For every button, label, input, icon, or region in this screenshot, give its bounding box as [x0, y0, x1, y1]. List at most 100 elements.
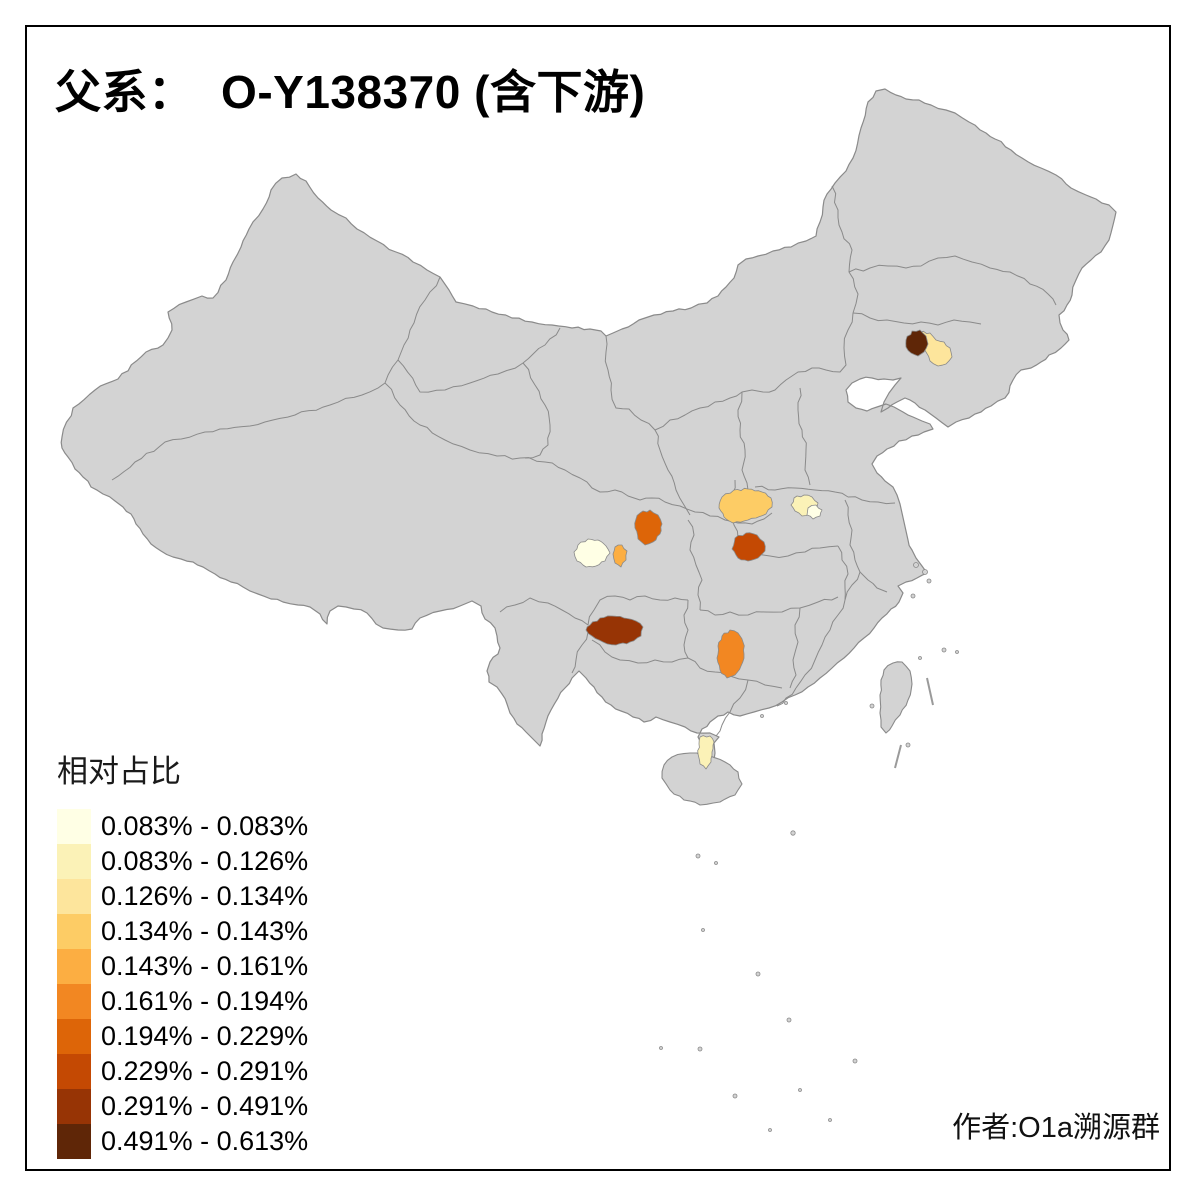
region-hunan-southwest	[716, 629, 745, 679]
sea-island	[913, 562, 919, 568]
legend-swatch	[57, 1089, 91, 1124]
legend-label: 0.161% - 0.194%	[101, 986, 309, 1016]
province-border	[754, 485, 849, 498]
legend-item: 0.291% - 0.491%	[57, 1089, 308, 1124]
legend-label: 0.143% - 0.161%	[101, 951, 309, 981]
sea-island	[755, 971, 761, 977]
province-border	[699, 596, 839, 616]
legend-swatch	[57, 879, 91, 914]
legend-item: 0.083% - 0.126%	[57, 844, 308, 879]
legend-label: 0.291% - 0.491%	[101, 1091, 309, 1121]
legend-swatch	[57, 809, 91, 844]
legend-label: 0.194% - 0.229%	[101, 1021, 309, 1051]
legend-item: 0.126% - 0.134%	[57, 879, 308, 914]
province-border	[384, 382, 521, 460]
sea-island	[714, 861, 718, 865]
sea-island	[760, 714, 764, 718]
province-border	[852, 312, 982, 326]
legend-swatch	[57, 949, 91, 984]
sea-island	[869, 703, 875, 709]
legend-label: 0.126% - 0.134%	[101, 881, 309, 911]
region-guizhou-west	[585, 615, 644, 646]
legend-label: 0.134% - 0.143%	[101, 916, 309, 946]
sea-island	[695, 853, 701, 859]
sea-island	[732, 1093, 738, 1099]
province-border	[591, 639, 689, 664]
region-sichuan-small	[612, 544, 628, 568]
region-henan-southwest	[731, 532, 766, 562]
legend-swatch	[57, 1124, 91, 1159]
region-northeast-dark	[905, 329, 929, 357]
map-layers	[60, 88, 1117, 1132]
province-border	[522, 362, 551, 459]
sea-island	[926, 578, 932, 584]
legend-label: 0.491% - 0.613%	[101, 1126, 309, 1156]
province-border	[499, 597, 589, 626]
province-border	[795, 599, 846, 689]
province-border	[571, 631, 589, 674]
island-chain	[926, 677, 934, 706]
legend-swatch	[57, 1019, 91, 1054]
region-henan-west-light	[806, 504, 823, 520]
region-shaanxi-central	[718, 487, 773, 524]
legend-item: 0.161% - 0.194%	[57, 984, 308, 1019]
legend-swatch	[57, 844, 91, 879]
region-guangdong-leizhou	[697, 735, 715, 770]
sea-island	[955, 650, 959, 654]
province-border	[844, 499, 888, 593]
province-border	[789, 607, 801, 689]
map-title: 父系： O-Y138370 (含下游)	[55, 66, 646, 118]
legend-swatch	[57, 914, 91, 949]
legend-item: 0.229% - 0.291%	[57, 1054, 308, 1089]
sea-island	[905, 742, 911, 748]
province-border	[683, 599, 689, 659]
province-border	[831, 185, 859, 314]
sea-island	[918, 656, 922, 660]
china-mainland	[60, 88, 1117, 771]
province-border	[687, 519, 703, 611]
legend-label: 0.083% - 0.083%	[101, 811, 309, 841]
legend-swatch	[57, 1054, 91, 1089]
author-credit: 作者:O1a溯源群	[952, 1112, 1160, 1144]
legend-item: 0.083% - 0.083%	[57, 809, 308, 844]
legend-label: 0.229% - 0.291%	[101, 1056, 309, 1086]
sea-island	[910, 593, 916, 599]
province-border	[654, 429, 691, 516]
sea-island	[697, 1046, 703, 1052]
province-border	[604, 312, 854, 431]
legend-item: 0.134% - 0.143%	[57, 914, 308, 949]
province-border	[111, 276, 441, 481]
province-border	[797, 387, 811, 486]
sea-island	[768, 1128, 772, 1132]
legend-item: 0.194% - 0.229%	[57, 1019, 308, 1054]
province-border	[848, 255, 1057, 306]
province-border	[715, 679, 749, 737]
province-border	[397, 327, 561, 393]
sea-island	[922, 569, 928, 575]
legend: 相对占比 0.083% - 0.083% 0.083% - 0.126% 0.126…	[57, 746, 308, 1159]
legend-item: 0.491% - 0.613%	[57, 1124, 308, 1159]
sea-island	[852, 1058, 858, 1064]
sea-island	[790, 830, 796, 836]
legend-swatch	[57, 984, 91, 1019]
sea-island	[786, 1017, 792, 1023]
province-border	[776, 687, 797, 707]
legend-title: 相对占比	[57, 754, 181, 789]
legend-item: 0.143% - 0.161%	[57, 949, 308, 984]
province-border	[847, 496, 896, 505]
province-border	[844, 571, 861, 601]
province-border	[837, 545, 849, 601]
sea-island	[941, 647, 947, 653]
legend-label: 0.083% - 0.126%	[101, 846, 309, 876]
sea-island	[798, 1088, 802, 1092]
region-sichuan-north	[634, 509, 663, 546]
island-chain	[894, 744, 902, 769]
sea-island	[701, 928, 705, 932]
sea-island	[659, 1046, 663, 1050]
taiwan-island	[879, 661, 913, 734]
legend-items: 0.083% - 0.083% 0.083% - 0.126% 0.126% - 0…	[57, 809, 308, 1159]
sea-island	[784, 701, 788, 705]
region-sichuan-chengdu	[573, 538, 611, 568]
